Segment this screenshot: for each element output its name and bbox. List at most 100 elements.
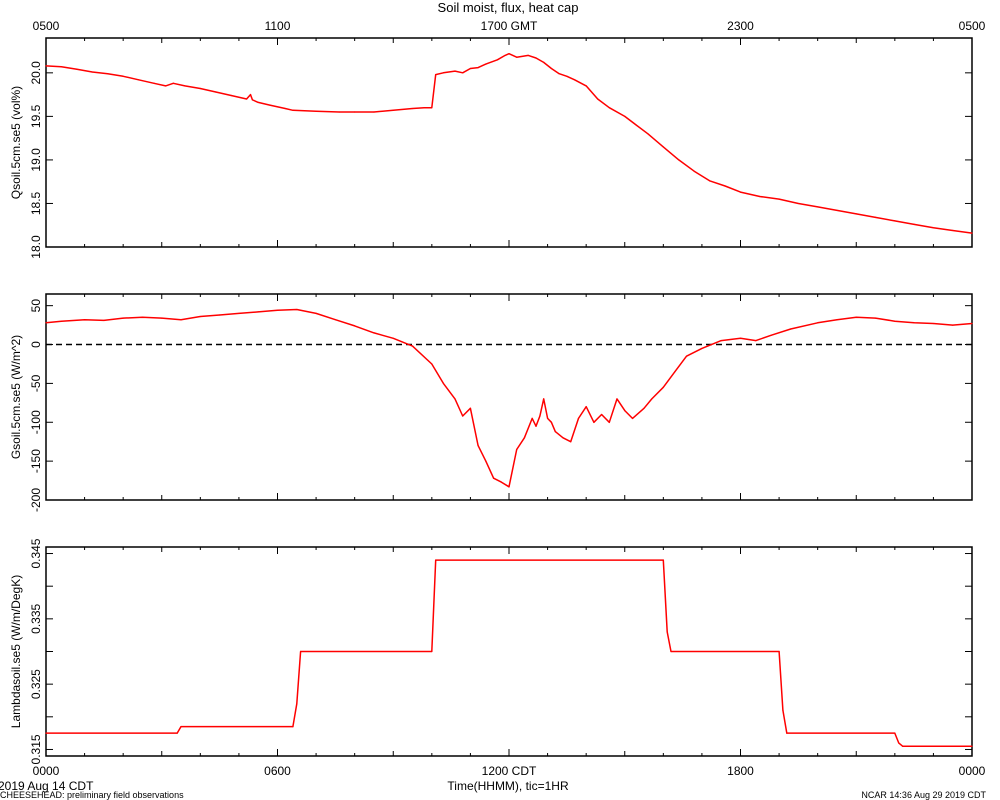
data-point <box>392 337 394 339</box>
data-point <box>531 417 533 419</box>
data-point <box>539 415 541 417</box>
data-point <box>577 417 580 419</box>
data-point <box>411 107 414 110</box>
data-point <box>431 363 433 365</box>
data-point <box>894 732 896 734</box>
data-point <box>608 107 610 109</box>
data-point <box>855 213 857 215</box>
data-point <box>338 111 340 113</box>
data-point <box>790 328 792 330</box>
data-point <box>315 110 317 112</box>
panel-frame <box>45 293 973 501</box>
data-point <box>624 410 626 412</box>
figure-title: Soil moist, flux, heat cap <box>437 0 579 15</box>
data-point <box>122 75 124 77</box>
top-axis-tick-label: 2300 <box>727 19 754 33</box>
data-point <box>161 317 163 319</box>
data-point <box>392 109 394 111</box>
data-point <box>122 317 124 319</box>
data-point <box>901 745 904 747</box>
data-point <box>354 111 356 113</box>
panel-frame <box>45 546 973 757</box>
data-point <box>666 631 668 633</box>
y-tick-label: -50 <box>29 374 43 392</box>
data-point <box>230 94 232 97</box>
data-point <box>334 319 336 321</box>
data-point <box>246 98 248 100</box>
data-point <box>431 107 433 109</box>
y-tick-label: 18.0 <box>29 235 43 259</box>
data-point <box>435 73 437 76</box>
data-point <box>894 220 896 222</box>
data-point <box>165 85 167 87</box>
data-point <box>566 75 568 77</box>
y-tick-label: -200 <box>29 488 43 512</box>
data-point <box>269 104 271 106</box>
data-point <box>597 98 599 100</box>
y-tick-label: -100 <box>29 410 43 434</box>
x-tick-label: 1200 CDT <box>482 764 537 778</box>
data-point <box>176 732 178 734</box>
data-point <box>593 421 595 423</box>
x-tick-label: 0600 <box>264 764 291 778</box>
data-point <box>562 437 564 439</box>
data-point <box>573 79 576 81</box>
data-point <box>685 355 688 357</box>
y-tick-label: 50 <box>29 299 43 313</box>
data-point <box>971 322 973 325</box>
data-point <box>558 73 560 75</box>
data-point <box>83 319 86 321</box>
data-point <box>276 309 279 311</box>
data-point <box>913 322 915 324</box>
data-point <box>257 101 259 104</box>
data-point <box>477 444 479 447</box>
data-point <box>504 54 506 57</box>
data-point <box>153 82 155 84</box>
data-point <box>431 650 433 653</box>
data-point <box>643 407 645 409</box>
data-point <box>508 486 510 488</box>
y-axis-label: Gsoil.5cm.se5 (W/m^2) <box>9 335 23 459</box>
data-point <box>219 314 221 316</box>
data-point <box>435 559 437 561</box>
data-point <box>523 437 526 439</box>
y-tick-label: 0.335 <box>29 604 43 634</box>
data-point <box>257 311 259 313</box>
data-point <box>442 72 445 74</box>
data-point <box>546 417 549 419</box>
data-point <box>797 202 799 205</box>
data-point <box>180 726 182 728</box>
data-point <box>817 322 819 324</box>
data-point <box>199 315 201 318</box>
data-point <box>662 146 664 148</box>
data-point <box>570 441 572 443</box>
data-point <box>292 726 294 728</box>
data-point <box>238 312 240 315</box>
series-line <box>45 52 973 234</box>
data-point <box>354 325 356 327</box>
data-point <box>76 68 78 70</box>
top-axis-tick-label: 0500 <box>959 19 986 33</box>
data-point <box>724 185 726 187</box>
x-tick-label: 0000 <box>33 764 60 778</box>
data-point <box>45 322 47 324</box>
data-point <box>442 382 445 384</box>
data-point <box>952 229 954 232</box>
data-point <box>485 63 487 65</box>
data-point <box>739 191 742 193</box>
data-point <box>462 415 464 417</box>
data-point <box>874 317 877 319</box>
data-point <box>199 87 201 90</box>
data-point <box>508 53 510 55</box>
data-point <box>300 650 302 653</box>
data-point <box>516 56 518 58</box>
data-point <box>662 386 664 388</box>
data-point <box>971 232 973 234</box>
y-tick-label: 0.345 <box>29 538 43 568</box>
panel-frame <box>45 37 973 248</box>
y-tick-label: 19.0 <box>29 148 43 172</box>
data-point <box>651 398 653 400</box>
data-point <box>585 85 587 87</box>
data-point <box>284 107 286 110</box>
data-point <box>535 425 537 427</box>
